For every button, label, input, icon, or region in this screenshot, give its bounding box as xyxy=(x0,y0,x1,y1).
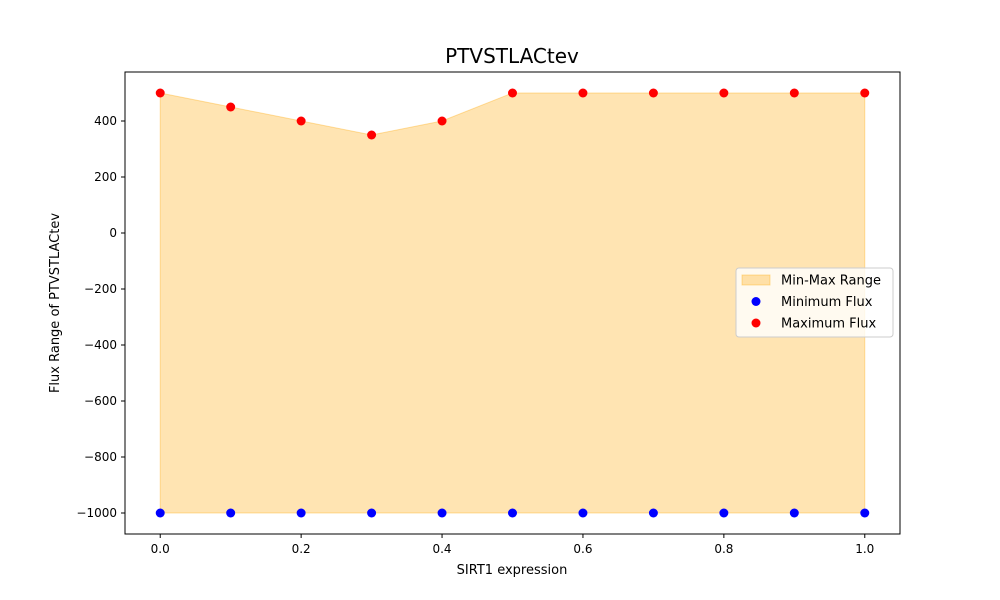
y-tick-label: −600 xyxy=(84,394,117,408)
minimum-flux-point xyxy=(296,508,306,518)
x-axis-label: SIRT1 expression xyxy=(457,563,568,578)
x-tick-label: 0.6 xyxy=(573,542,592,556)
minimum-flux-point xyxy=(155,508,165,518)
legend: Min-Max Range Minimum Flux Maximum Flux xyxy=(735,267,894,338)
x-tick-label: 1.0 xyxy=(855,542,874,556)
legend-marker-maximum-flux xyxy=(751,318,761,328)
legend-label-maximum-flux: Maximum Flux xyxy=(781,317,877,332)
x-tick-label: 0.8 xyxy=(714,542,733,556)
maximum-flux-point xyxy=(860,88,870,98)
legend-box xyxy=(735,267,894,338)
y-axis-label: Flux Range of PTVSTLACtev xyxy=(48,213,63,393)
maximum-flux-point xyxy=(789,88,799,98)
minimum-flux-point xyxy=(719,508,729,518)
y-tick-label: −200 xyxy=(84,282,117,296)
y-tick-label: −1000 xyxy=(76,506,117,520)
maximum-flux-point xyxy=(648,88,658,98)
legend-label-minimum-flux: Minimum Flux xyxy=(781,295,873,310)
maximum-flux-point xyxy=(155,88,165,98)
x-tick-label: 0.0 xyxy=(151,542,170,556)
maximum-flux-point xyxy=(578,88,588,98)
minimum-flux-point xyxy=(860,508,870,518)
y-tick-label: −400 xyxy=(84,338,117,352)
x-tick-label: 0.2 xyxy=(292,542,311,556)
y-tick-label: −800 xyxy=(84,450,117,464)
legend-label-min-max-range: Min-Max Range xyxy=(781,274,881,289)
maximum-flux-point xyxy=(437,116,447,126)
plot-frame xyxy=(124,71,901,535)
minimum-flux-point xyxy=(508,508,517,518)
chart-title: PTVSTLACtev xyxy=(445,44,579,68)
minimum-flux-point xyxy=(367,508,377,518)
minimum-flux-point xyxy=(648,508,658,518)
minimum-flux-point xyxy=(789,508,799,518)
maximum-flux-point xyxy=(508,88,517,98)
maximum-flux-point xyxy=(226,102,236,112)
x-tick-label: 0.4 xyxy=(432,542,451,556)
maximum-flux-point xyxy=(296,116,306,126)
minimum-flux-point xyxy=(437,508,447,518)
axes: 0.0 0.2 0.4 0.6 0.8 1.0 −1000 −800 −600 −400 −200 0… xyxy=(76,114,874,556)
y-tick-label: 200 xyxy=(94,170,117,184)
maximum-flux-point xyxy=(367,130,377,140)
plot-area xyxy=(155,88,870,518)
maximum-flux-point xyxy=(719,88,729,98)
y-tick-label: 0 xyxy=(109,226,117,240)
legend-marker-minimum-flux xyxy=(751,297,761,306)
y-tick-label: 400 xyxy=(94,114,117,128)
minimum-flux-point xyxy=(226,508,236,518)
minimum-flux-point xyxy=(578,508,588,518)
legend-swatch-min-max-range xyxy=(741,274,771,286)
